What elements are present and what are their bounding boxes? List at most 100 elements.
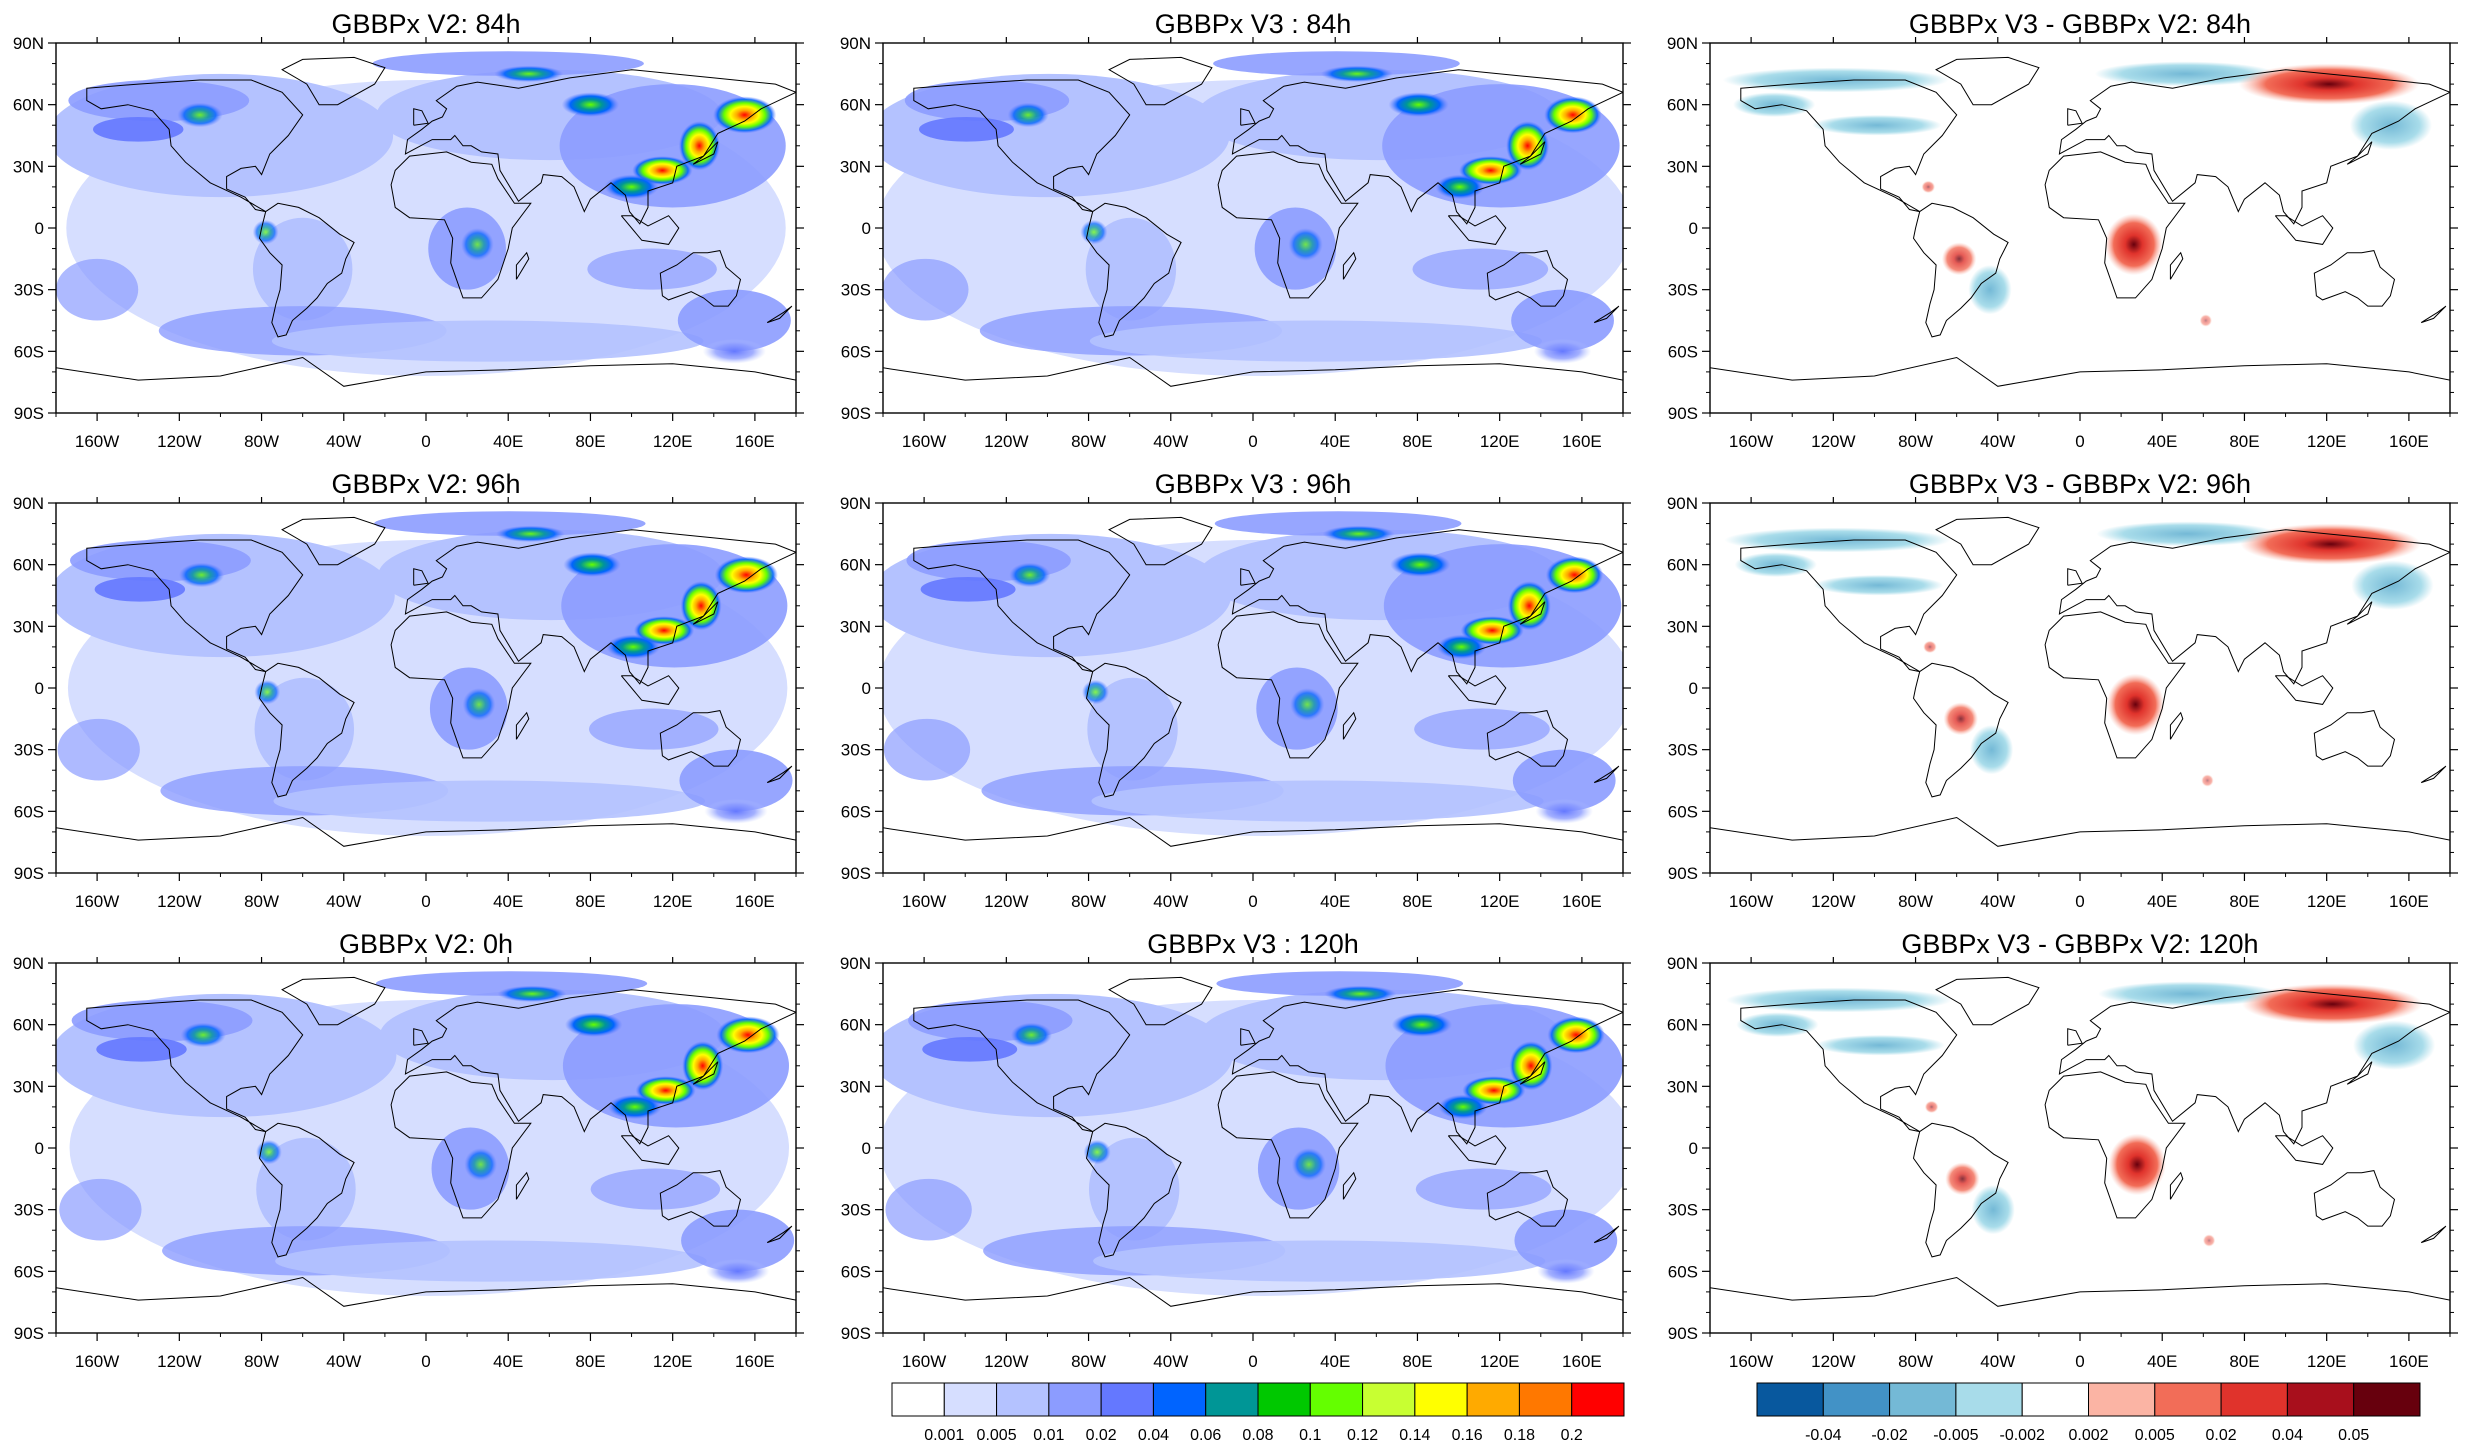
lon-label: 80E [575, 432, 605, 451]
coastline [883, 816, 1623, 847]
coastline [1593, 305, 1620, 324]
lon-label: 80E [2229, 432, 2259, 451]
coastline [766, 1225, 793, 1244]
colorbar-box [2286, 1382, 2355, 1417]
colorbar-box [891, 1382, 945, 1417]
longitude-axis: 160W 120W 80W 40W 0 40E 80E 120E 160E [55, 497, 797, 911]
field-blob [254, 679, 281, 705]
field-blob [1733, 92, 1816, 117]
coastline [2346, 601, 2373, 625]
field-blob [681, 1209, 795, 1272]
field-blob [1724, 527, 1951, 553]
field-blob [1322, 525, 1395, 543]
coastlines [1710, 976, 2450, 1307]
field-blob [1509, 1041, 1553, 1091]
lon-label: 80E [575, 892, 605, 911]
lat-label: 60S [841, 802, 871, 821]
field-blob [680, 581, 722, 631]
colorbar-box [1152, 1382, 1207, 1417]
field-blob [1736, 1012, 1819, 1037]
coastline [413, 568, 429, 586]
lat-label: 30N [840, 617, 871, 636]
lat-label: 60S [1668, 802, 1698, 821]
coastline [2274, 215, 2334, 245]
field-blob [2098, 981, 2279, 1007]
lon-label: 160W [902, 1352, 946, 1371]
lat-label: 0 [1689, 1139, 1698, 1158]
coastline [1217, 151, 1359, 299]
lat-label: 90S [841, 864, 871, 883]
lon-label: 0 [1248, 432, 1257, 451]
colorbar-label: 0.2 [1561, 1427, 1583, 1440]
field-blob [256, 1139, 282, 1165]
lon-label: 120E [2307, 432, 2347, 451]
coastline [913, 79, 1131, 213]
lat-label: 60N [1667, 96, 1698, 115]
field-blob [1415, 1168, 1552, 1210]
lon-label: 40W [1980, 1352, 2015, 1371]
field-blob [1083, 1139, 1111, 1165]
coastline [86, 79, 304, 213]
colorbar-label: 0.1 [1299, 1427, 1321, 1440]
field-blob [2202, 1234, 2216, 1247]
field-blob [1007, 102, 1049, 128]
coastline [390, 611, 532, 759]
field-blob [1324, 985, 1397, 1003]
coastline [2067, 1028, 2083, 1046]
lat-label: 0 [35, 679, 44, 698]
coastline [1486, 1170, 1569, 1227]
coastline [1740, 539, 1958, 673]
field-blob [273, 780, 706, 822]
lat-label: 60N [1667, 1016, 1698, 1035]
coastline [883, 356, 1623, 387]
lon-label: 40E [2147, 432, 2177, 451]
coastline [2044, 611, 2186, 759]
lon-label: 120E [1480, 892, 1520, 911]
lon-label: 80E [1402, 432, 1432, 451]
lon-label: 0 [421, 1352, 430, 1371]
coastline [2058, 529, 2450, 685]
lon-label: 120W [984, 1352, 1028, 1371]
latitude-axis: 90N 60N 30N 0 30S 60S 90S [840, 954, 1631, 1343]
lat-label: 60N [13, 1016, 44, 1035]
latitude-axis: 90N 60N 30N 0 30S 60S 90S [840, 494, 1631, 883]
colorbar-box [2353, 1382, 2421, 1417]
coastline [1108, 976, 1213, 1026]
field-blob [1085, 217, 1177, 321]
lat-label: 60S [841, 1262, 871, 1281]
difference-colorbar: -0.04 -0.02 -0.005 -0.002 0.002 0.005 0.02 0.04… [1756, 1382, 2421, 1440]
coastline [913, 999, 1131, 1133]
coastline [1231, 529, 1623, 685]
panel-title: GBBPx V2: 84h [331, 9, 520, 39]
colorbar-label: -0.04 [1805, 1427, 1842, 1440]
concentration-colorbar: 0.001 0.005 0.01 0.02 0.04 0.06 0.08 0.1 0.12 0.1… [891, 1382, 1625, 1440]
lon-label: 160W [1729, 1352, 1773, 1371]
coastline [1108, 56, 1213, 106]
lon-label: 0 [1248, 892, 1257, 911]
coastline [1486, 250, 1569, 307]
field-blob [679, 749, 793, 812]
lat-label: 60S [1668, 1262, 1698, 1281]
lat-label: 30S [1668, 281, 1698, 300]
lon-label: 80W [1898, 892, 1933, 911]
coastline [1085, 1122, 1182, 1258]
lat-label: 30N [840, 157, 871, 176]
field-blob [2106, 673, 2165, 736]
field-blob [1214, 511, 1462, 536]
lat-label: 30S [841, 281, 871, 300]
lon-label: 160E [735, 1352, 775, 1371]
lon-label: 120E [2307, 1352, 2347, 1371]
field-blob [1970, 725, 2014, 775]
lon-label: 160E [1562, 892, 1602, 911]
field-blob [1412, 248, 1549, 290]
coastline [620, 215, 680, 245]
lon-label: 40W [1153, 1352, 1188, 1371]
lon-label: 40W [1153, 892, 1188, 911]
coastline [1710, 1276, 2450, 1307]
colorbar-label: 0.04 [2272, 1427, 2303, 1440]
field-blob [252, 219, 279, 245]
field-blob [704, 799, 768, 824]
field-blob [93, 116, 184, 142]
coastline [404, 529, 796, 685]
lon-label: 40E [2147, 892, 2177, 911]
